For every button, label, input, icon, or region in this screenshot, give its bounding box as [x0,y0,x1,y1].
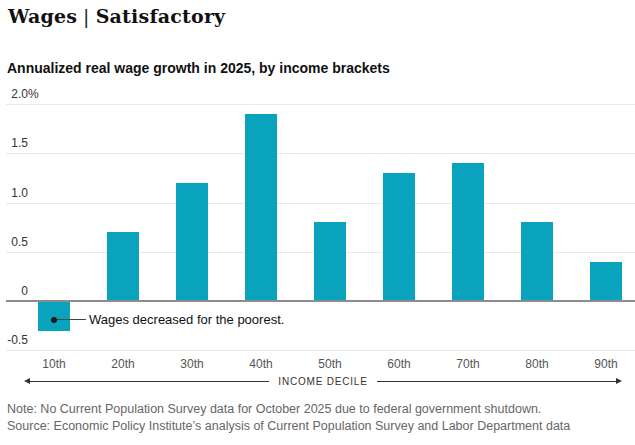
bar-60th [383,173,415,301]
x-tick-label: 70th [440,357,496,371]
y-tick-label: 0 [0,284,28,298]
plot-area: Wages decreased for the poorest. INCOME … [0,0,635,445]
annotation-marker-dot [51,317,57,323]
gridline [6,203,635,204]
y-tick-value: 1.5 [11,136,28,150]
y-tick-value: 0.5 [11,235,28,249]
bar-90th [590,262,622,301]
y-tick-value: 0 [21,284,28,298]
bar-20th [107,232,139,301]
x-tick-label: 40th [233,357,289,371]
bar-30th [176,183,208,301]
y-tick-label: -0.5 [0,333,28,347]
x-tick-label: 50th [302,357,358,371]
gridline [6,153,635,154]
bar-40th [245,114,277,301]
gridline [6,350,635,351]
y-tick-label: 0.5 [0,235,28,249]
bar-80th [521,222,553,301]
arrow-line-right [377,381,616,382]
annotation-leader-line [57,319,86,320]
x-axis-title: INCOME DECILE [269,376,376,387]
x-tick-label: 30th [164,357,220,371]
bar-70th [452,163,484,301]
x-tick-label: 60th [371,357,427,371]
y-tick-label: 1.5 [0,136,28,150]
annotation-text: Wages decreased for the poorest. [89,312,284,327]
x-tick-label: 80th [509,357,565,371]
y-tick-label: 2.0% [0,87,28,101]
article-chart-card: Wages|Satisfactory Annualized real wage … [0,0,635,445]
y-tick-value: 2.0 [11,87,28,101]
x-tick-label: 10th [26,357,82,371]
gridline [6,104,635,105]
y-tick-unit: % [28,87,39,101]
chart-note: Note: No Current Population Survey data … [7,402,541,416]
x-tick-label: 90th [578,357,634,371]
chart-source: Source: Economic Policy Institute’s anal… [7,419,570,433]
arrow-right-icon [616,378,622,384]
bar-50th [314,222,346,301]
y-tick-label: 1.0 [0,186,28,200]
zero-baseline [6,300,635,302]
x-axis-range-arrow: INCOME DECILE [24,375,622,387]
arrow-line-left [30,381,269,382]
y-tick-value: 1.0 [11,186,28,200]
bar-10th [38,301,70,331]
x-tick-label: 20th [95,357,151,371]
y-tick-value: -0.5 [7,333,28,347]
